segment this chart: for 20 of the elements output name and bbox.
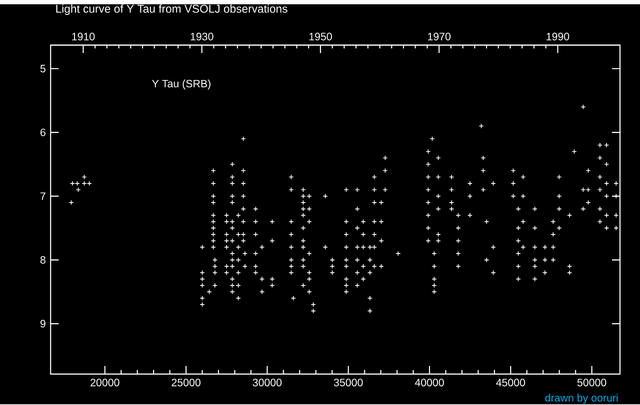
x-tick-label: 25000 [172, 378, 200, 386]
y-tick-label: 6 [40, 128, 46, 136]
x2-tick-label: 1990 [546, 32, 570, 40]
x-tick-label: 45000 [496, 378, 526, 386]
chart-title: Light curve of Y Tau from VSOLJ observations [56, 4, 288, 15]
y-tick-label: 9 [40, 320, 46, 328]
y-tick-label: 7 [40, 192, 46, 200]
x-tick-label: 30000 [252, 378, 282, 386]
x-tick-label: 40000 [414, 378, 444, 386]
x-tick-label: 35000 [334, 378, 363, 386]
y-tick-label: 8 [40, 256, 46, 264]
x2-tick-label: 1970 [428, 32, 451, 40]
x2-tick-label: 1930 [190, 32, 214, 40]
y-tick-label: 5 [40, 64, 46, 72]
x-tick-label: 20000 [90, 378, 120, 386]
text: drawn by ooruri [545, 394, 618, 404]
x2-tick-label: 1950 [309, 32, 332, 40]
x-tick-label: 50000 [577, 378, 606, 386]
x2-tick-label: 1910 [72, 32, 95, 40]
annotation: Y Tau (SRB) [152, 80, 210, 90]
